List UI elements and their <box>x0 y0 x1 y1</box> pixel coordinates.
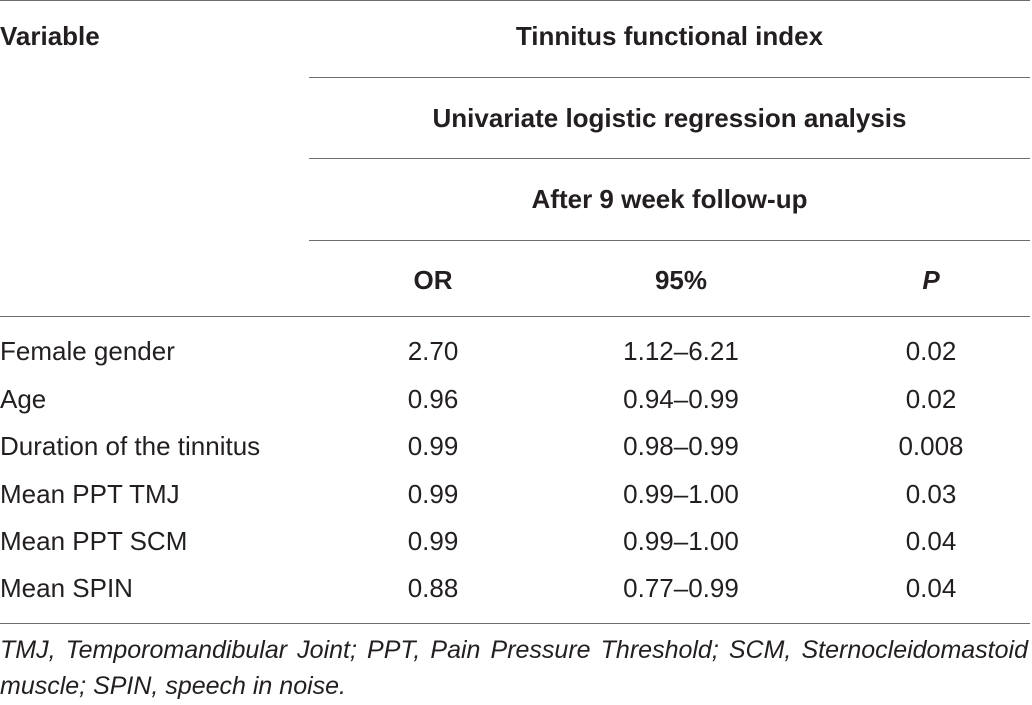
row-or: 0.99 <box>407 526 459 556</box>
column-header-rule <box>0 316 1030 317</box>
row-or: 2.70 <box>407 336 459 366</box>
row-or: 0.99 <box>407 431 459 461</box>
table-bottom-rule <box>0 623 1030 624</box>
row-p: 0.008 <box>898 431 964 461</box>
column-header-or: OR <box>413 265 453 295</box>
row-variable: Female gender <box>0 336 175 366</box>
timepoint-header-rule <box>309 240 1030 241</box>
row-ci: 0.99–1.00 <box>623 479 739 509</box>
row-p: 0.02 <box>905 336 957 366</box>
table-footnote: TMJ, Temporomandibular Joint; PPT, Pain … <box>0 636 1028 700</box>
row-variable: Mean PPT SCM <box>0 526 188 556</box>
group-header-rule <box>309 77 1030 78</box>
row-p: 0.03 <box>905 479 957 509</box>
row-ci: 1.12–6.21 <box>623 336 739 366</box>
analysis-title: Univariate logistic regression analysis <box>432 103 907 133</box>
group-title: Tinnitus functional index <box>515 21 824 51</box>
row-or: 0.99 <box>407 479 459 509</box>
row-p: 0.02 <box>905 384 957 414</box>
row-variable: Duration of the tinnitus <box>0 431 261 461</box>
row-or: 0.88 <box>407 573 459 603</box>
row-ci: 0.99–1.00 <box>623 526 739 556</box>
row-ci: 0.94–0.99 <box>623 384 739 414</box>
row-variable: Mean SPIN <box>0 573 133 603</box>
column-header-p: P <box>922 265 940 295</box>
row-or: 0.96 <box>407 384 459 414</box>
analysis-header-rule <box>309 158 1030 159</box>
row-ci: 0.98–0.99 <box>623 431 739 461</box>
variable-header: Variable <box>0 21 100 51</box>
column-header-ci: 95% <box>654 265 708 295</box>
row-p: 0.04 <box>905 526 957 556</box>
timepoint-title: After 9 week follow-up <box>531 184 808 214</box>
table-top-rule <box>0 0 1030 1</box>
row-p: 0.04 <box>905 573 957 603</box>
row-variable: Age <box>0 384 47 414</box>
row-variable: Mean PPT TMJ <box>0 479 180 509</box>
row-ci: 0.77–0.99 <box>623 573 739 603</box>
